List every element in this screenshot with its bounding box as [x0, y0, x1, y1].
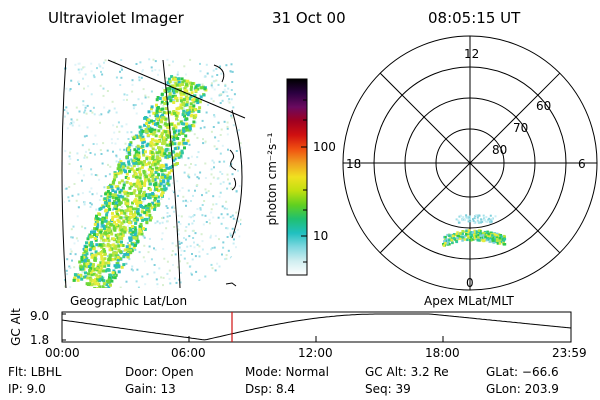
lat-label-70: 70 [513, 121, 529, 135]
geographic-grid [61, 57, 246, 289]
date-label: 31 Oct 00 [272, 9, 346, 27]
geographic-caption: Geographic Lat/Lon [70, 294, 188, 308]
polar-grid [342, 35, 598, 291]
status-dsp: Dsp: 8.4 [245, 382, 296, 396]
status-glat: GLat: −66.6 [486, 365, 559, 379]
polar-aurora-oval [442, 214, 507, 247]
colorbar-scale [286, 78, 308, 276]
xtick-0000: 00:00 [45, 346, 80, 360]
altitude-ylabel: GC Alt [9, 308, 23, 346]
altitude-plot [61, 311, 572, 343]
noise-scatter [64, 58, 243, 288]
time-label: 08:05:15 UT [428, 9, 521, 27]
mlt-label-12: 12 [464, 47, 480, 61]
mlt-label-6: 6 [578, 157, 586, 171]
colorbar-label-10: 10 [313, 229, 329, 243]
geographic-image [64, 58, 243, 288]
status-glon: GLon: 203.9 [486, 382, 559, 396]
aurora-band [72, 75, 208, 288]
status-flt: Flt: LBHL [8, 365, 62, 379]
xtick-0600: 06:00 [171, 346, 206, 360]
altitude-curve [61, 313, 572, 341]
status-door: Door: Open [125, 365, 194, 379]
xtick-1200: 12:00 [298, 346, 333, 360]
colorbar-unit-label: photon cm⁻²s⁻¹ [265, 132, 279, 226]
mlt-label-0: 0 [466, 276, 474, 290]
xtick-2359: 23:59 [552, 346, 587, 360]
status-mode: Mode: Normal [245, 365, 329, 379]
colorbar-label-100: 100 [313, 140, 336, 154]
instrument-title: Ultraviolet Imager [48, 9, 184, 27]
status-gain: Gain: 13 [125, 382, 176, 396]
apex-caption: Apex MLat/MLT [424, 294, 514, 308]
altitude-ytick-high: 9.0 [30, 309, 50, 323]
coastline-fragments [225, 149, 237, 287]
lat-label-60: 60 [536, 99, 552, 113]
status-seq: Seq: 39 [365, 382, 411, 396]
status-gcalt: GC Alt: 3.2 Re [365, 365, 449, 379]
xtick-1800: 18:00 [425, 346, 460, 360]
colorbar [286, 78, 308, 276]
status-ip: IP: 9.0 [8, 382, 46, 396]
lat-label-80: 80 [492, 143, 508, 157]
mlt-label-18: 18 [346, 157, 362, 171]
altitude-ytick-low: 1.8 [30, 333, 50, 347]
